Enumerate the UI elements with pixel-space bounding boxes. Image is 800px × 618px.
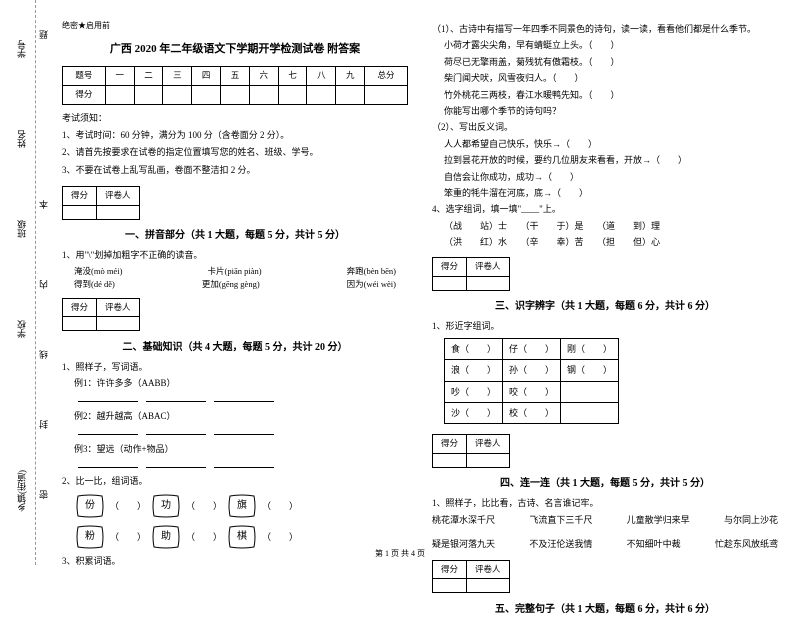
binding-margin: 学号 姓名 班级 学校 乡镇(街道) 题 本 内 线 封 密 <box>5 0 45 565</box>
q5-stem: 1、形近字组词。 <box>432 319 778 333</box>
section-2-title: 二、基础知识（共 4 大题，每题 5 分，共计 20 分） <box>62 340 408 356</box>
section-4-title: 四、连一连（共 1 大题，每题 5 分，共计 5 分） <box>432 476 778 492</box>
q2-e1: 例1：许许多多（AABB） <box>62 376 408 390</box>
page-content: 绝密★启用前 广西 2020 年二年级语文下学期开学检测试卷 附答案 题号 一 … <box>0 0 800 565</box>
notice-3: 3、不要在试卷上乱写乱画，卷面不整洁扣 2 分。 <box>62 163 408 177</box>
section-1-title: 一、拼音部分（共 1 大题，每题 5 分，共计 5 分） <box>62 228 408 244</box>
marker-nei: 内 <box>37 280 50 289</box>
th-score: 得分 <box>63 85 106 104</box>
confidential-label: 绝密★启用前 <box>62 20 408 33</box>
marker-xian: 线 <box>37 350 50 359</box>
marker-mi: 密 <box>37 490 50 499</box>
hex-shape: 份 <box>74 492 106 520</box>
label-school: 学校 <box>15 320 28 338</box>
notice-title: 考试须知： <box>62 111 408 125</box>
section-score-box-2: 得分评卷人 <box>62 298 140 332</box>
marker-ben: 本 <box>37 200 50 209</box>
q1-r2b: 更加(gēng gèng) <box>202 278 260 292</box>
q6-stem: 1、照样子，比比看，古诗、名言谁记牢。 <box>432 496 778 510</box>
q1-r2c: 因为(wéi wèi) <box>347 278 396 292</box>
exam-title: 广西 2020 年二年级语文下学期开学检测试卷 附答案 <box>62 41 408 59</box>
q1-r1c: 奔跑(bèn bēn) <box>347 265 396 279</box>
q2-e3: 例3：望远（动作+物品） <box>62 442 408 456</box>
char-table: 食（ ）仔（ ）刚（ ） 浪（ ）孙（ ）钢（ ） 吵（ ）咬（ ） 沙（ ）校… <box>444 338 619 425</box>
notice-2: 2、请首先按要求在试卷的指定位置填写您的姓名、班级、学号。 <box>62 145 408 159</box>
q1-r2a: 得到(dé dě) <box>74 278 115 292</box>
q1-stem: 1、用"\"划掉加粗字不正确的读音。 <box>62 248 408 262</box>
left-column: 绝密★启用前 广西 2020 年二年级语文下学期开学检测试卷 附答案 题号 一 … <box>50 20 420 555</box>
label-town: 乡镇(街道) <box>15 470 28 512</box>
notice-1: 1、考试时间：60 分钟，满分为 100 分（含卷面分 2 分）。 <box>62 128 408 142</box>
q1-r1b: 卡片(piān piàn) <box>208 265 262 279</box>
page-footer: 第 1 页 共 4 页 <box>0 548 800 559</box>
r-intro: （1）、古诗中有描写一年四季不同景色的诗句，读一读，看看他们都是什么季节。 <box>432 22 778 36</box>
section-score-box-4: 得分评卷人 <box>432 434 510 468</box>
q1-r1a: 淹没(mò méi) <box>74 265 122 279</box>
q2-stem: 1、照样子，写词语。 <box>62 360 408 374</box>
section-5-title: 五、完整句子（共 1 大题，每题 6 分，共计 6 分） <box>432 602 778 618</box>
marker-ti: 题 <box>37 30 50 39</box>
q2-e2: 例2：越升越高（ABAC） <box>62 409 408 423</box>
score-summary-table: 题号 一 二 三 四 五 六 七 八 九 总分 得分 <box>62 66 408 104</box>
th-num: 题号 <box>63 67 106 86</box>
label-class: 班级 <box>15 220 28 238</box>
label-name: 姓名 <box>15 130 28 148</box>
q3-stem: 2、比一比，组词语。 <box>62 474 408 488</box>
label-student-id: 学号 <box>15 40 28 58</box>
section-score-box-1: 得分评卷人 <box>62 186 140 220</box>
right-column: （1）、古诗中有描写一年四季不同景色的诗句，读一读，看看他们都是什么季节。 小荷… <box>420 20 790 555</box>
section-3-title: 三、识字辨字（共 1 大题，每题 6 分，共计 6 分） <box>432 299 778 315</box>
marker-feng: 封 <box>37 420 50 429</box>
section-score-box-3: 得分评卷人 <box>432 257 510 291</box>
